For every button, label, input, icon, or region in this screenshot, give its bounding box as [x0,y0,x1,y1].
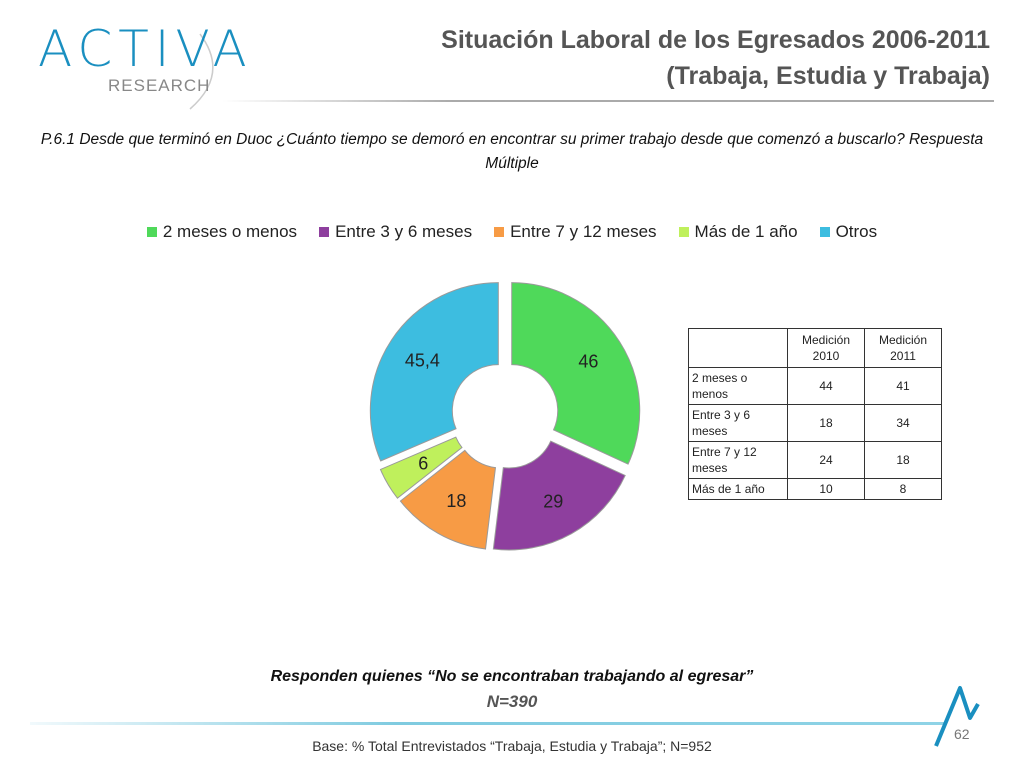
legend-item: Más de 1 año [678,222,798,242]
legend-label: Otros [835,222,878,241]
table-row-label: Entre 7 y 12 meses [688,441,788,479]
chart-legend: 2 meses o menos Entre 3 y 6 meses Entre … [0,222,1024,242]
activa-research-logo: ACTIVA RESEARCH [30,14,247,114]
legend-swatch [494,227,505,237]
base-note: Base: % Total Entrevistados “Trabaja, Es… [312,738,712,754]
legend-item: 2 meses o menos [146,222,298,242]
legend-label: Más de 1 año [694,222,798,241]
survey-question: P.6.1 Desde que terminó en Duoc ¿Cuánto … [40,131,984,172]
page-number: 62 [954,726,970,742]
table-header-2011: Medición 2011 [864,328,942,368]
slice-data-label: 46 [578,352,598,372]
legend-swatch [678,227,689,237]
corner-logo-icon [934,686,980,747]
footer-divider [30,722,944,725]
legend-swatch [146,227,157,237]
title-divider [222,100,994,102]
table-row-label: Entre 3 y 6 meses [688,404,788,442]
sample-size: N=390 [486,692,538,711]
slice-data-label: 18 [446,491,466,511]
table-cell-2011: 18 [864,441,942,479]
donut-chart: 46 29 18 6 45,4 [369,282,641,551]
slice-mas-de-1-ano [379,436,463,499]
table-cell-2011: 34 [864,404,942,442]
title-line-1: Situación Laboral de los Egresados 2006-… [441,26,990,54]
legend-item: Otros [819,222,878,242]
slice-entre-3-y-6-meses [492,440,626,551]
slice-otros [369,282,499,462]
legend-swatch [819,227,830,237]
title-line-2: (Trabaja, Estudia y Trabaja) [666,62,990,90]
table-cell-2011: 41 [864,367,942,405]
page-title: Situación Laboral de los Egresados 2006-… [350,22,990,94]
table-row: 2 meses o menos 44 41 [688,367,942,405]
table-header-blank [688,328,788,368]
legend-label: 2 meses o menos [162,222,298,241]
slice-data-label: 29 [543,491,563,511]
table-row: Entre 7 y 12 meses 24 18 [688,441,942,479]
legend-item: Entre 3 y 6 meses [319,222,472,242]
slice-entre-7-y-12-meses [399,449,497,550]
respondent-note: Responden quienes “No se encontraban tra… [270,668,754,685]
table-row: Entre 3 y 6 meses 18 34 [688,404,942,442]
legend-label: Entre 7 y 12 meses [510,222,657,241]
table-cell-2011: 8 [864,478,942,500]
logo-swoosh-icon [189,33,214,110]
table-cell-2010: 18 [787,404,865,442]
table-cell-2010: 44 [787,367,865,405]
table-cell-2010: 24 [787,441,865,479]
slice-2-meses-o-menos [511,282,641,465]
comparison-table: Medición 2010 Medición 2011 2 meses o me… [688,328,942,500]
legend-swatch [319,227,330,237]
slice-data-label: 6 [418,453,428,473]
slice-data-label: 45,4 [405,350,440,370]
table-row-label: Más de 1 año [688,478,788,500]
logo-brand-text: ACTIVA [38,20,253,78]
logo-sub-text: RESEARCH [108,76,211,95]
table-row: Más de 1 año 10 8 [688,478,942,500]
table-cell-2010: 10 [787,478,865,500]
table-header-2010: Medición 2010 [787,328,865,368]
table-row-label: 2 meses o menos [688,367,788,405]
legend-label: Entre 3 y 6 meses [335,222,473,241]
table-header-row: Medición 2010 Medición 2011 [688,328,942,368]
legend-item: Entre 7 y 12 meses [494,222,657,242]
